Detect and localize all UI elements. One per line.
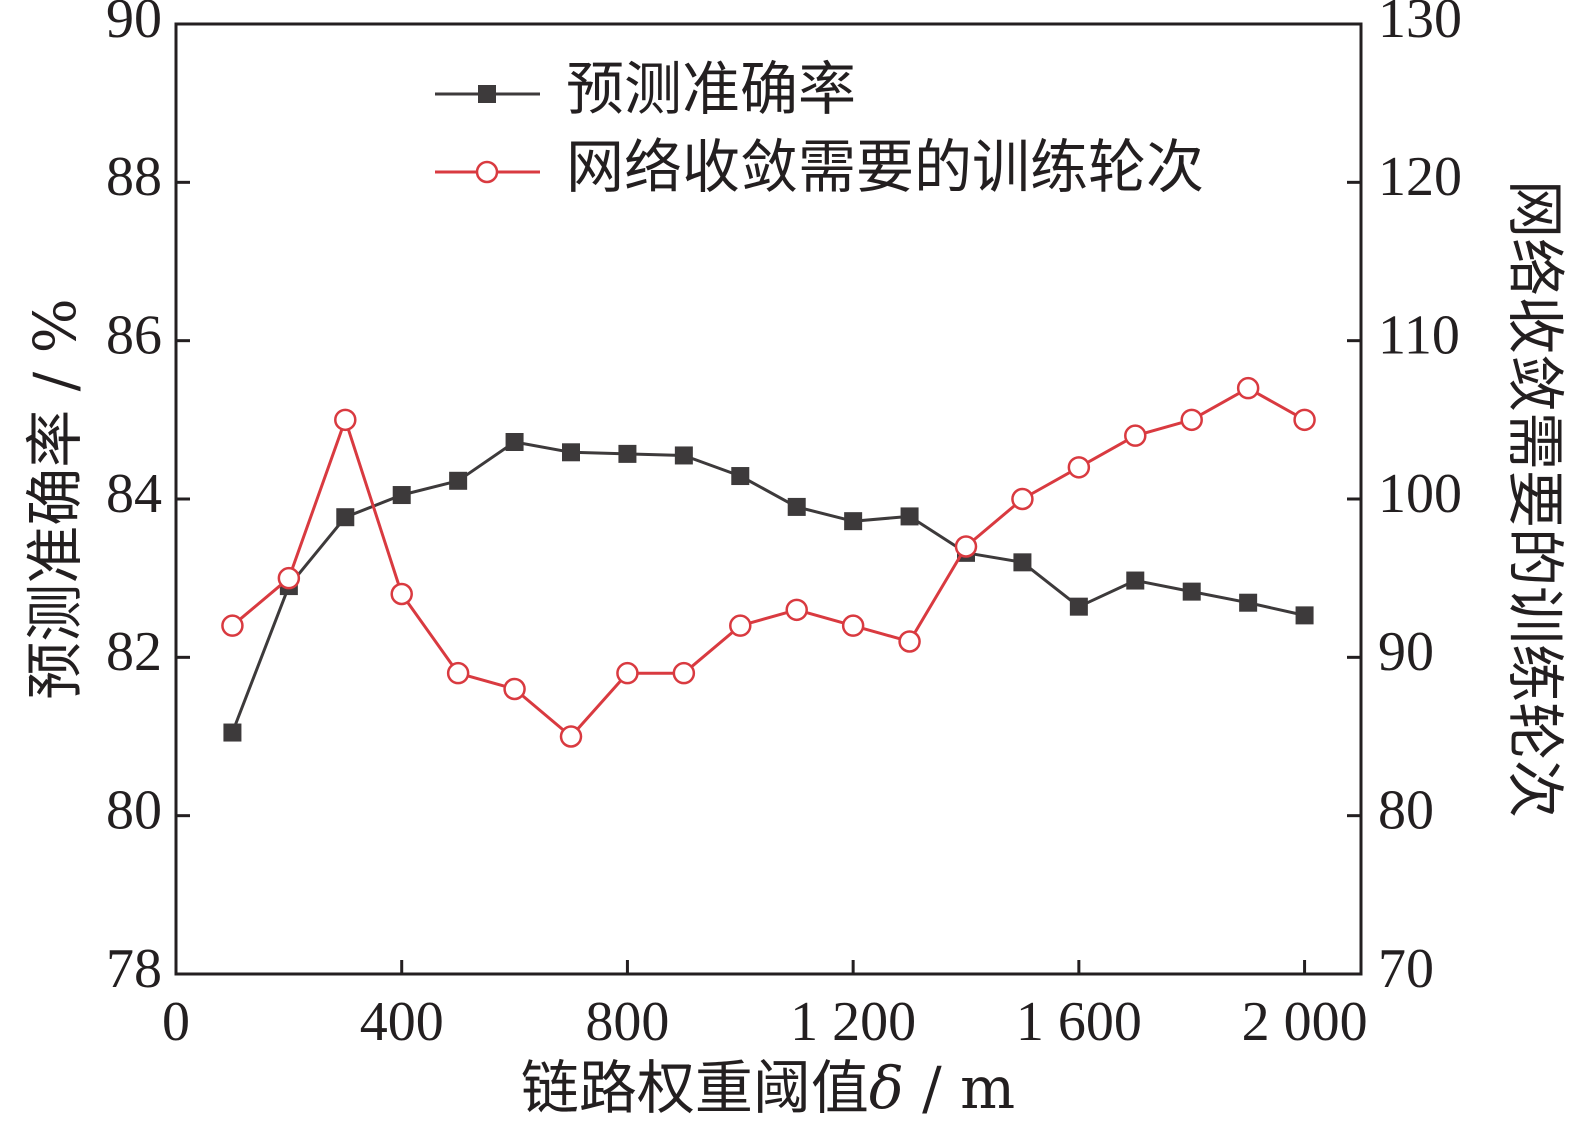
data-point-epochs (1293, 408, 1316, 432)
data-point-epochs (1180, 408, 1203, 432)
y-left-axis-label: 预测准确率 / % (21, 298, 89, 700)
data-point-accuracy (1295, 606, 1314, 625)
x-axis-label-unit: / m (904, 1054, 1015, 1122)
data-point-epochs (1124, 424, 1147, 447)
x-axis-label: 链路权重阈值δ / m (521, 1054, 1015, 1122)
data-point-accuracy (731, 467, 750, 486)
y-left-tick-label: 82 (106, 621, 162, 683)
x-tick-label: 0 (162, 991, 190, 1053)
data-point-epochs (616, 661, 639, 685)
data-point-epochs (1067, 456, 1091, 479)
series-line-0 (231, 440, 1305, 734)
y-left-tick-label: 78 (106, 938, 162, 1000)
x-tick-label: 400 (360, 991, 444, 1053)
data-point-accuracy (618, 444, 637, 463)
data-point-accuracy (336, 508, 355, 527)
data-point-accuracy (900, 507, 919, 526)
data-point-accuracy (1239, 593, 1258, 612)
x-tick-label: 1 200 (790, 991, 916, 1053)
legend-marker-accuracy (478, 85, 496, 103)
legend: 预测准确率 网络收敛需要的训练轮次 (435, 55, 1204, 201)
data-point-epochs (446, 661, 470, 685)
data-point-accuracy (1182, 582, 1201, 601)
data-point-accuracy (449, 471, 468, 490)
data-point-epochs (390, 582, 413, 606)
data-point-epochs (785, 598, 808, 622)
y-left-tick-label: 90 (106, 0, 162, 50)
data-point-accuracy (1013, 553, 1032, 572)
data-point-epochs (672, 661, 696, 685)
data-point-epochs (277, 566, 301, 590)
data-point-epochs (898, 630, 921, 653)
y-left-tick-label: 84 (106, 463, 162, 525)
x-tick-label: 1 600 (1016, 991, 1142, 1053)
data-point-epochs (559, 725, 583, 748)
y-right-tick-label: 110 (1378, 305, 1460, 367)
y-left-tick-label: 86 (106, 305, 162, 367)
data-point-accuracy (392, 486, 411, 505)
tick-layer: 0 400 800 1 200 1 600 2 000 78 80 82 84 86 88 90 70 80… (106, 0, 1462, 1053)
data-point-accuracy (223, 723, 242, 742)
legend-label-accuracy: 预测准确率 (566, 55, 856, 123)
data-point-accuracy (1126, 571, 1145, 590)
y-right-tick-label: 90 (1378, 621, 1434, 683)
data-point-accuracy (505, 433, 524, 451)
data-point-epochs (1236, 376, 1260, 400)
legend-label-epochs: 网络收敛需要的训练轮次 (566, 133, 1204, 201)
y-left-tick-label: 80 (106, 780, 162, 842)
y-left-tick-label: 88 (106, 146, 162, 208)
data-point-epochs (841, 614, 865, 637)
x-axis-label-symbol: δ (869, 1054, 904, 1122)
data-point-epochs (729, 614, 752, 637)
x-tick-label: 800 (585, 991, 669, 1053)
y-right-tick-label: 120 (1378, 146, 1462, 208)
data-point-accuracy (844, 512, 863, 531)
data-point-epochs (503, 677, 526, 701)
data-point-epochs (334, 408, 357, 432)
y-right-axis-label: 网络收敛需要的训练轮次 (1501, 180, 1569, 818)
data-point-accuracy (562, 443, 580, 462)
legend-marker-epochs (475, 160, 499, 184)
data-point-accuracy (1069, 597, 1088, 616)
x-tick-label: 2 000 (1242, 991, 1368, 1053)
data-point-accuracy (787, 497, 806, 516)
data-point-epochs (1011, 487, 1034, 511)
x-axis-label-text: 链路权重阈值 (521, 1054, 869, 1122)
y-right-tick-label: 70 (1378, 938, 1434, 1000)
data-point-epochs (221, 614, 244, 637)
data-point-epochs (954, 535, 978, 558)
y-right-tick-label: 80 (1378, 780, 1434, 842)
y-right-tick-label: 130 (1378, 0, 1462, 50)
data-point-accuracy (674, 446, 693, 465)
series-layer (221, 376, 1316, 748)
y-right-tick-label: 100 (1378, 463, 1462, 525)
